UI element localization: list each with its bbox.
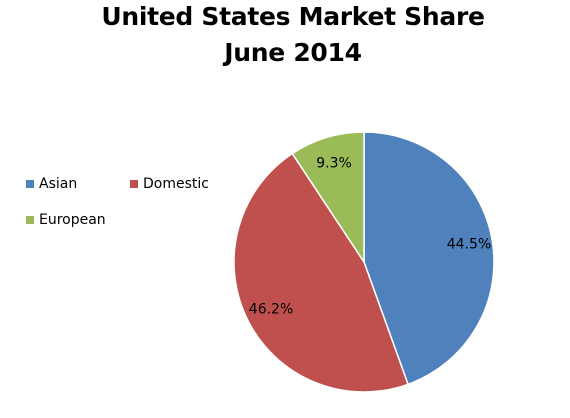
chart-subtitle: June 2014	[224, 38, 362, 67]
legend-item-domestic: Domestic	[130, 176, 209, 192]
pie-label-domestic: 46.2%	[249, 302, 293, 318]
legend: Asian Domestic European	[26, 176, 236, 236]
legend-label-asian: Asian	[39, 176, 78, 192]
legend-item-european: European	[26, 212, 106, 228]
legend-label-european: European	[39, 212, 106, 228]
pie-slice-european	[291, 131, 365, 265]
legend-swatch-asian	[26, 180, 34, 188]
legend-swatch-european	[26, 216, 34, 224]
chart-title: United States Market Share	[101, 2, 485, 31]
legend-item-asian: Asian	[26, 176, 77, 192]
legend-label-domestic: Domestic	[143, 176, 209, 192]
pie-label-european: 9.3%	[316, 155, 352, 171]
pie-slice-asian	[363, 131, 495, 386]
legend-swatch-domestic	[130, 180, 138, 188]
pie-slice-domestic	[233, 152, 409, 393]
pie-label-asian: 44.5%	[447, 237, 491, 253]
